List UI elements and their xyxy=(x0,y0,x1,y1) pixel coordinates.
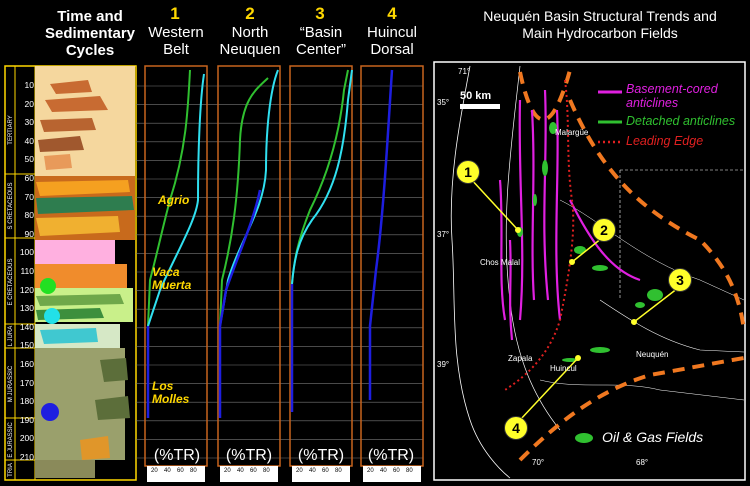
age-tick: 200 xyxy=(19,433,34,444)
column-4-scale: 20 40 60 80 xyxy=(363,466,421,482)
legend-basement-anticlines: Basement-cored anticlines xyxy=(626,82,718,110)
age-tick: 100 xyxy=(19,247,34,258)
scale-tick-label: 80 xyxy=(406,468,413,474)
formation-los-molles-label: Los Molles xyxy=(152,379,190,406)
column-4-number: 4 xyxy=(387,4,397,23)
place-malargue: Malargüe xyxy=(555,128,589,137)
column-3-title: “Basin Center” xyxy=(295,24,347,58)
column-3-scale: 20 40 60 80 xyxy=(292,466,350,482)
age-tick: 120 xyxy=(19,284,34,295)
column-2-unit: (%TR) xyxy=(225,447,273,464)
age-tick: 110 xyxy=(20,266,34,276)
era-e-jurassic-label: E JURASSIC xyxy=(8,422,14,458)
era-s-cretaceous-label: S CRETACEOUS xyxy=(8,183,14,230)
coord-70: 70° xyxy=(532,458,545,467)
callout-3: 3 xyxy=(668,268,692,292)
legend-leading-edge: Leading Edge xyxy=(626,134,704,148)
scale-tick-label: 20 xyxy=(151,468,158,474)
column-2-title: North Neuquen xyxy=(219,24,281,58)
formation-agrio-label: Agrio xyxy=(158,193,190,207)
age-tick: 150 xyxy=(19,340,34,351)
column-4-unit: (%TR) xyxy=(367,447,415,464)
column-2-scale: 20 40 60 80 xyxy=(220,466,278,482)
scale-tick-label: 40 xyxy=(309,468,316,474)
formation-vaca-muerta-label: Vaca Muerta xyxy=(152,265,192,292)
age-tick: 10 xyxy=(24,80,34,90)
coord-37: 37° xyxy=(437,230,450,239)
age-tick: 40 xyxy=(24,135,34,146)
legend-oil-gas-fields: Oil & Gas Fields xyxy=(602,429,704,445)
column-3-unit: (%TR) xyxy=(297,447,345,464)
scale-tick-label: 60 xyxy=(250,468,257,474)
coord-68: 68° xyxy=(636,458,649,467)
scale-tick-label: 80 xyxy=(335,468,342,474)
era-l-jura-label: L JURA xyxy=(8,326,14,346)
age-tick: 190 xyxy=(19,414,34,425)
column-1-unit: (%TR) xyxy=(153,447,201,464)
time-cycles-title: Time and Sedimentary Cycles xyxy=(44,8,136,59)
column-1-scale: 20 40 60 80 xyxy=(147,466,205,482)
scale-tick-label: 20 xyxy=(367,468,374,474)
scale-tick-label: 40 xyxy=(237,468,244,474)
coord-35: 35° xyxy=(437,98,450,107)
scale-tick-label: 20 xyxy=(296,468,303,474)
coord-71: 71° xyxy=(458,67,471,76)
callout-2: 2 xyxy=(592,218,616,242)
place-neuquen: Neuquén xyxy=(636,350,669,359)
scale-tick-label: 40 xyxy=(380,468,387,474)
column-1-number: 1 xyxy=(170,4,180,23)
era-tria-label: TRIA xyxy=(8,463,14,477)
scale-tick-label: 60 xyxy=(393,468,400,474)
place-huincul: Huincul xyxy=(550,364,577,373)
age-tick: 60 xyxy=(24,173,34,183)
age-tick: 90 xyxy=(24,228,34,239)
callout-4: 4 xyxy=(504,416,528,440)
scale-tick-label: 40 xyxy=(164,468,171,474)
scale-tick-label: 60 xyxy=(177,468,184,474)
scale-tick-label: 80 xyxy=(190,468,197,474)
place-zapala: Zapala xyxy=(508,354,533,363)
column-3-number: 3 xyxy=(315,4,325,23)
scale-tick-label: 80 xyxy=(263,468,270,474)
stratigraphic-column: TERTIARY S CRETACEOUS E CRETACEOUS L JUR… xyxy=(4,65,424,481)
age-tick: 20 xyxy=(24,98,34,109)
map-title: Neuquén Basin Structural Trends and Main… xyxy=(483,8,717,41)
place-chos-malal: Chos Malal xyxy=(480,258,521,267)
age-tick: 180 xyxy=(19,396,34,407)
era-m-jurassic-label: M JURASSIC xyxy=(8,365,14,402)
age-tick: 160 xyxy=(19,359,34,369)
age-tick: 210 xyxy=(19,452,34,462)
column-4-title: Huincul Dorsal xyxy=(366,24,418,58)
legend-detached-anticlines: Detached anticlines xyxy=(626,114,736,128)
callout-1: 1 xyxy=(456,160,480,184)
age-tick: 140 xyxy=(19,321,34,332)
age-tick: 50 xyxy=(24,154,34,165)
age-tick: 70 xyxy=(24,191,34,202)
scale-tick-label: 60 xyxy=(322,468,329,474)
age-tick: 170 xyxy=(19,377,34,388)
scale-tick-label: 20 xyxy=(224,468,231,474)
era-tertiary-label: TERTIARY xyxy=(8,115,14,144)
scale-bar-label: 50 km xyxy=(460,90,492,102)
column-2-number: 2 xyxy=(245,4,255,23)
age-tick: 30 xyxy=(24,117,34,128)
age-tick: 80 xyxy=(24,210,34,221)
age-tick: 130 xyxy=(19,303,34,314)
era-e-cretaceous-label: E CRETACEOUS xyxy=(8,259,14,306)
coord-39: 39° xyxy=(437,360,450,369)
column-1-title: Western Belt xyxy=(148,24,204,58)
